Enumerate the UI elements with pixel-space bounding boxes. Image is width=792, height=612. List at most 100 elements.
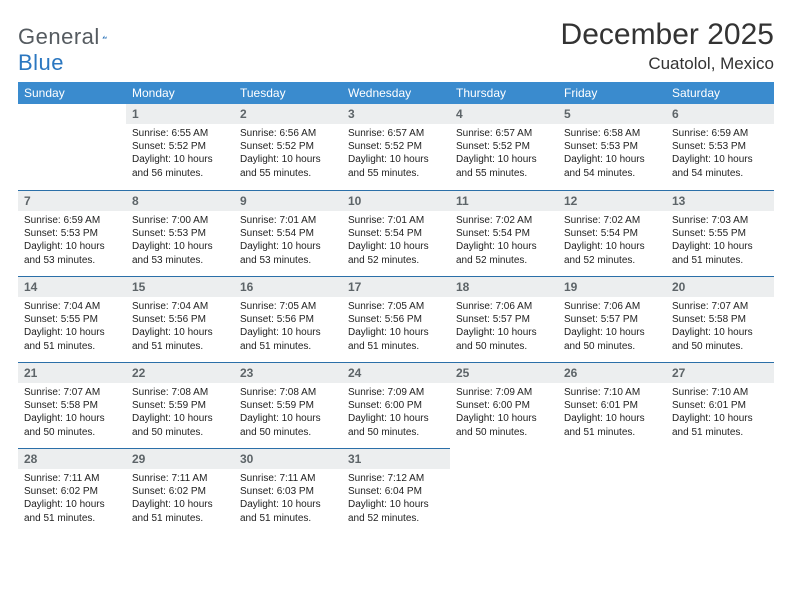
title-block: December 2025 Cuatolol, Mexico [561,18,774,74]
day-number: 31 [342,448,450,469]
day-info: Sunrise: 7:10 AMSunset: 6:01 PMDaylight:… [558,383,666,441]
day-info: Sunrise: 7:04 AMSunset: 5:56 PMDaylight:… [126,297,234,355]
day-number: 4 [450,104,558,124]
weekday-header: Wednesday [342,82,450,104]
calendar-cell: 17Sunrise: 7:05 AMSunset: 5:56 PMDayligh… [342,276,450,362]
day-info: Sunrise: 7:07 AMSunset: 5:58 PMDaylight:… [18,383,126,441]
day-info: Sunrise: 7:01 AMSunset: 5:54 PMDaylight:… [342,211,450,269]
day-number: 10 [342,190,450,211]
calendar-cell [558,448,666,534]
day-number: 22 [126,362,234,383]
calendar-cell: 18Sunrise: 7:06 AMSunset: 5:57 PMDayligh… [450,276,558,362]
day-number: 11 [450,190,558,211]
day-info: Sunrise: 7:02 AMSunset: 5:54 PMDaylight:… [450,211,558,269]
day-info [666,469,774,474]
day-info: Sunrise: 7:03 AMSunset: 5:55 PMDaylight:… [666,211,774,269]
calendar-cell: 25Sunrise: 7:09 AMSunset: 6:00 PMDayligh… [450,362,558,448]
calendar-cell: 5Sunrise: 6:58 AMSunset: 5:53 PMDaylight… [558,104,666,190]
day-info: Sunrise: 7:12 AMSunset: 6:04 PMDaylight:… [342,469,450,527]
day-info: Sunrise: 6:59 AMSunset: 5:53 PMDaylight:… [666,124,774,182]
calendar-cell: 14Sunrise: 7:04 AMSunset: 5:55 PMDayligh… [18,276,126,362]
calendar-cell: 15Sunrise: 7:04 AMSunset: 5:56 PMDayligh… [126,276,234,362]
calendar-cell: 2Sunrise: 6:56 AMSunset: 5:52 PMDaylight… [234,104,342,190]
day-number: 16 [234,276,342,297]
location-subtitle: Cuatolol, Mexico [561,54,774,74]
day-number: 3 [342,104,450,124]
day-info: Sunrise: 6:57 AMSunset: 5:52 PMDaylight:… [450,124,558,182]
brand-part1: General [18,24,100,49]
calendar-cell: 23Sunrise: 7:08 AMSunset: 5:59 PMDayligh… [234,362,342,448]
day-number: 19 [558,276,666,297]
day-info: Sunrise: 7:01 AMSunset: 5:54 PMDaylight:… [234,211,342,269]
weekday-header: Friday [558,82,666,104]
day-number: 20 [666,276,774,297]
header: General December 2025 Cuatolol, Mexico [18,18,774,74]
day-number: 12 [558,190,666,211]
calendar-cell: 28Sunrise: 7:11 AMSunset: 6:02 PMDayligh… [18,448,126,534]
day-number: 24 [342,362,450,383]
day-number: 18 [450,276,558,297]
day-info: Sunrise: 7:11 AMSunset: 6:03 PMDaylight:… [234,469,342,527]
calendar-cell: 9Sunrise: 7:01 AMSunset: 5:54 PMDaylight… [234,190,342,276]
day-number: 1 [126,104,234,124]
day-number: 5 [558,104,666,124]
day-number: 25 [450,362,558,383]
day-number: 23 [234,362,342,383]
day-number: 13 [666,190,774,211]
calendar-cell: 8Sunrise: 7:00 AMSunset: 5:53 PMDaylight… [126,190,234,276]
day-number: 29 [126,448,234,469]
calendar-table: SundayMondayTuesdayWednesdayThursdayFrid… [18,82,774,534]
calendar-cell: 12Sunrise: 7:02 AMSunset: 5:54 PMDayligh… [558,190,666,276]
day-number: 28 [18,448,126,469]
day-info: Sunrise: 7:08 AMSunset: 5:59 PMDaylight:… [234,383,342,441]
day-number: 6 [666,104,774,124]
day-info: Sunrise: 7:08 AMSunset: 5:59 PMDaylight:… [126,383,234,441]
day-info: Sunrise: 7:00 AMSunset: 5:53 PMDaylight:… [126,211,234,269]
day-info: Sunrise: 6:58 AMSunset: 5:53 PMDaylight:… [558,124,666,182]
calendar-cell [450,448,558,534]
day-info: Sunrise: 7:11 AMSunset: 6:02 PMDaylight:… [126,469,234,527]
weekday-header: Saturday [666,82,774,104]
brand-part2: Blue [18,50,64,75]
day-info: Sunrise: 7:05 AMSunset: 5:56 PMDaylight:… [234,297,342,355]
weekday-header: Sunday [18,82,126,104]
calendar-cell: 26Sunrise: 7:10 AMSunset: 6:01 PMDayligh… [558,362,666,448]
day-number: 8 [126,190,234,211]
brand-logo: General [18,24,130,50]
calendar-cell: 11Sunrise: 7:02 AMSunset: 5:54 PMDayligh… [450,190,558,276]
calendar-cell: 30Sunrise: 7:11 AMSunset: 6:03 PMDayligh… [234,448,342,534]
day-info: Sunrise: 7:06 AMSunset: 5:57 PMDaylight:… [558,297,666,355]
weekday-header: Tuesday [234,82,342,104]
day-info [450,469,558,474]
day-info: Sunrise: 7:04 AMSunset: 5:55 PMDaylight:… [18,297,126,355]
calendar-cell: 27Sunrise: 7:10 AMSunset: 6:01 PMDayligh… [666,362,774,448]
sail-icon [102,27,107,47]
calendar-cell: 4Sunrise: 6:57 AMSunset: 5:52 PMDaylight… [450,104,558,190]
day-info [558,469,666,474]
calendar-cell: 10Sunrise: 7:01 AMSunset: 5:54 PMDayligh… [342,190,450,276]
calendar-cell: 24Sunrise: 7:09 AMSunset: 6:00 PMDayligh… [342,362,450,448]
day-number: 21 [18,362,126,383]
calendar-cell: 1Sunrise: 6:55 AMSunset: 5:52 PMDaylight… [126,104,234,190]
day-info: Sunrise: 7:09 AMSunset: 6:00 PMDaylight:… [450,383,558,441]
calendar-cell [666,448,774,534]
day-info: Sunrise: 7:06 AMSunset: 5:57 PMDaylight:… [450,297,558,355]
calendar-cell: 19Sunrise: 7:06 AMSunset: 5:57 PMDayligh… [558,276,666,362]
calendar-cell: 22Sunrise: 7:08 AMSunset: 5:59 PMDayligh… [126,362,234,448]
weekday-header: Thursday [450,82,558,104]
day-number: 7 [18,190,126,211]
day-info: Sunrise: 7:11 AMSunset: 6:02 PMDaylight:… [18,469,126,527]
calendar-cell: 7Sunrise: 6:59 AMSunset: 5:53 PMDaylight… [18,190,126,276]
calendar-cell: 21Sunrise: 7:07 AMSunset: 5:58 PMDayligh… [18,362,126,448]
day-number: 15 [126,276,234,297]
day-info [18,124,126,129]
day-info: Sunrise: 7:05 AMSunset: 5:56 PMDaylight:… [342,297,450,355]
calendar-cell: 31Sunrise: 7:12 AMSunset: 6:04 PMDayligh… [342,448,450,534]
day-number: 9 [234,190,342,211]
day-info: Sunrise: 7:09 AMSunset: 6:00 PMDaylight:… [342,383,450,441]
calendar-cell: 13Sunrise: 7:03 AMSunset: 5:55 PMDayligh… [666,190,774,276]
day-info: Sunrise: 6:55 AMSunset: 5:52 PMDaylight:… [126,124,234,182]
day-info: Sunrise: 7:07 AMSunset: 5:58 PMDaylight:… [666,297,774,355]
day-number: 30 [234,448,342,469]
day-number: 27 [666,362,774,383]
